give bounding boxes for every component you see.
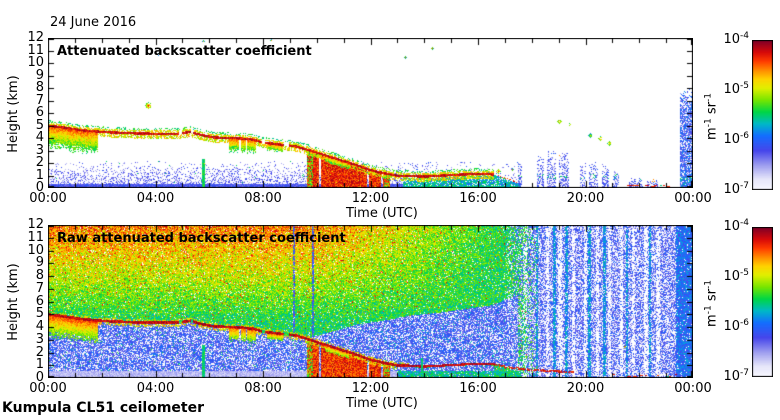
y-tick-label: 11 (27, 42, 44, 58)
x-tick-label: 12:00 (351, 191, 390, 206)
x-tick-label: 08:00 (244, 381, 282, 396)
colorbar-tick-label: 10-7 (723, 368, 749, 384)
x-tick-label: 04:00 (136, 381, 175, 396)
y-tick-label: 10 (27, 242, 44, 258)
y-tick-label: 8 (35, 80, 44, 95)
colorbar-tick-label: 10-5 (723, 81, 749, 97)
colorbar-tick-label: 10-5 (723, 268, 749, 284)
raw-attenuated-backscatter-heatmap (48, 225, 693, 378)
y-tick-label: 1 (35, 167, 44, 183)
colorbar-top (752, 40, 773, 190)
x-tick-label: 16:00 (459, 191, 497, 206)
y-tick-label: 11 (27, 229, 44, 245)
plot-title-raw: Raw attenuated backscatter coefficient (57, 231, 346, 246)
y-tick-label: 4 (35, 319, 44, 334)
x-tick-label: 00:00 (29, 381, 67, 396)
x-tick-label: 16:00 (459, 381, 497, 396)
y-tick-label: 3 (35, 142, 44, 158)
y-tick-label: 1 (35, 357, 44, 373)
y-tick-label: 2 (35, 344, 44, 360)
y-tick-label: 6 (35, 105, 44, 120)
x-tick-label: 08:00 (244, 191, 282, 206)
colorbar-tick-label: 10-4 (723, 31, 749, 47)
x-tick-label: 12:00 (351, 381, 390, 396)
y-tick-label: 7 (35, 92, 44, 108)
x-tick-label: 00:00 (674, 381, 712, 396)
y-tick-label: 3 (35, 331, 44, 347)
y-tick-label: 5 (35, 117, 44, 133)
y-tick-label: 6 (35, 293, 44, 309)
y-tick-label: 12 (27, 217, 44, 232)
y-tick-label: 9 (35, 67, 44, 83)
x-axis-label-bottom: Time (UTC) (346, 396, 418, 411)
x-tick-label: 04:00 (136, 191, 175, 206)
x-tick-label: 00:00 (29, 191, 67, 206)
y-tick-label: 4 (35, 130, 44, 145)
y-tick-label: 2 (35, 155, 44, 170)
y-tick-label: 0 (35, 370, 44, 385)
attenuated-backscatter-heatmap (48, 38, 693, 188)
x-axis-label-top: Time (UTC) (346, 206, 418, 221)
x-tick-label: 00:00 (674, 191, 712, 206)
colorbar-tick-label: 10-6 (723, 131, 749, 147)
y-tick-label: 0 (35, 180, 44, 195)
colorbar-tick-label: 10-7 (723, 181, 749, 197)
y-tick-label: 8 (35, 268, 44, 283)
y-tick-label: 10 (27, 55, 44, 70)
colorbar-bottom (752, 227, 773, 377)
x-tick-label: 20:00 (566, 191, 605, 206)
y-tick-label: 12 (27, 30, 44, 45)
y-tick-label: 5 (35, 306, 44, 322)
date-label: 24 June 2016 (50, 15, 137, 30)
y-tick-label: 7 (35, 280, 44, 296)
colorbar-tick-label: 10-4 (723, 218, 749, 234)
instrument-label: Kumpula CL51 ceilometer (2, 400, 205, 416)
x-tick-label: 20:00 (566, 381, 605, 396)
colorbar-tick-label: 10-6 (723, 318, 749, 334)
plot-title-attenuated: Attenuated backscatter coefficient (57, 44, 312, 59)
y-tick-label: 9 (35, 255, 44, 271)
